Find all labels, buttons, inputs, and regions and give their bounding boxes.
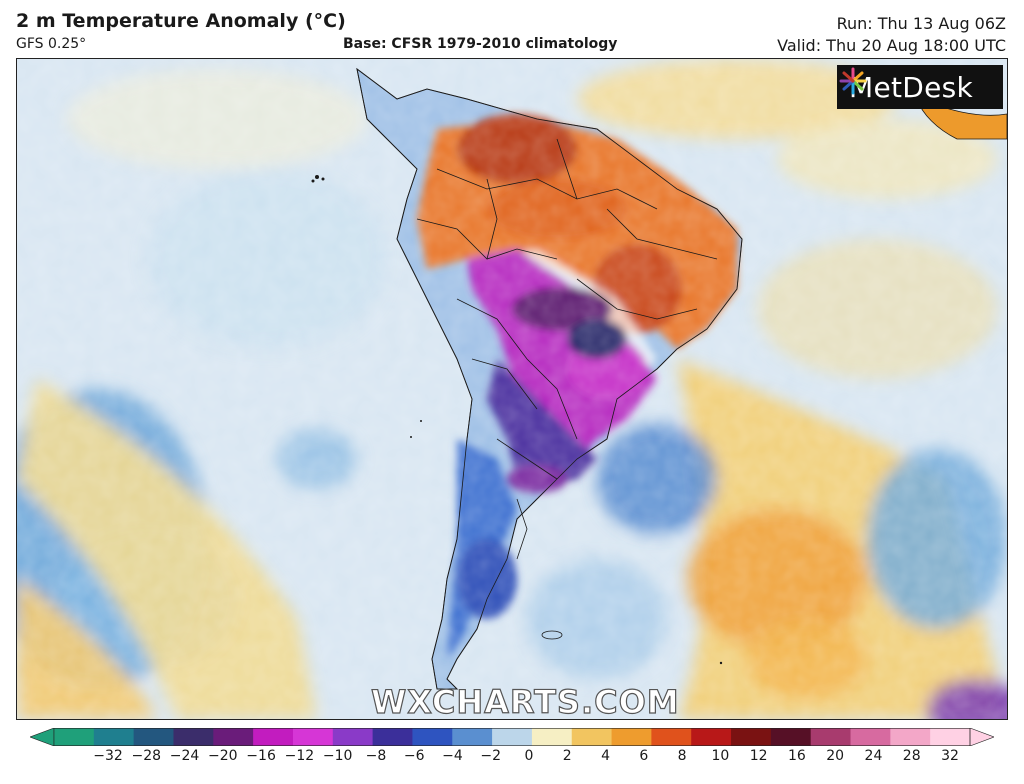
colorbar-tick-label: −28 (131, 748, 162, 764)
texture-overlay (17, 59, 1007, 719)
colorbar-segment (292, 728, 334, 746)
colorbar-min-arrow (30, 728, 55, 746)
run-time-label: Run: Thu 13 Aug 06Z (836, 14, 1006, 33)
colorbar-segment (571, 728, 613, 746)
climatology-base-label: Base: CFSR 1979-2010 climatology (343, 36, 618, 52)
colorbar-segment (173, 728, 214, 746)
colorbar-tick-label: 28 (902, 748, 921, 764)
colorbar-tick-label: 16 (787, 748, 806, 764)
anomaly-map: MetDesk WXCHARTS.COM (16, 58, 1008, 720)
colorbar-segment (213, 728, 254, 746)
colorbar-tick-label: 20 (826, 748, 845, 764)
colorbar-segment (332, 728, 374, 746)
colorbar-segment (850, 728, 891, 746)
colorbar-tick-label: −16 (246, 748, 276, 764)
colorbar-tick-label: 32 (941, 748, 959, 764)
metdesk-logo: MetDesk (837, 65, 1003, 109)
map-canvas (17, 59, 1007, 719)
colorbar-tick-label: −10 (322, 748, 353, 764)
colorbar-tick-label: 10 (711, 748, 730, 764)
watermark: WXCHARTS.COM (370, 682, 680, 720)
colorbar-segment (691, 728, 732, 746)
colorbar-segment (253, 728, 294, 746)
colorbar-max-arrow (969, 728, 994, 746)
country-borders (356, 68, 743, 690)
colorbar (30, 728, 994, 746)
islands (311, 175, 723, 665)
colorbar-tick-label: −6 (403, 748, 425, 764)
colorbar-tick-label: −2 (480, 748, 502, 764)
colorbar-tick-label: −20 (208, 748, 238, 764)
valid-time-label: Valid: Thu 20 Aug 18:00 UTC (777, 36, 1006, 55)
colorbar-tick-label: 4 (601, 748, 610, 764)
logo-text: MetDesk (849, 70, 974, 104)
colorbar-tick-label: −4 (442, 748, 463, 764)
colorbar-segment (492, 728, 533, 746)
colorbar-segment (531, 728, 573, 746)
colorbar-tick-label: 24 (864, 748, 883, 764)
colorbar-segment (372, 728, 413, 746)
colorbar-segment (611, 728, 652, 746)
colorbar-tick-label: 12 (749, 748, 768, 764)
colorbar-segment (93, 728, 135, 746)
colorbar-tick-label: 6 (639, 748, 649, 764)
colorbar-tick-label: −8 (365, 748, 387, 764)
metdesk-flower-icon (839, 67, 867, 95)
colorbar-segment (930, 728, 971, 746)
colorbar-segment (133, 728, 174, 746)
colorbar-tick-label: 2 (562, 748, 572, 764)
colorbar-tick-label: 8 (677, 748, 687, 764)
colorbar-tick-label: −24 (169, 748, 200, 764)
colorbar-frame (53, 728, 971, 746)
colorbar-segment (731, 728, 772, 746)
map-title: 2 m Temperature Anomaly (°C) (16, 10, 346, 32)
colorbar-segment (890, 728, 931, 746)
colorbar-ticks: −32 −28 −24 −20 −16 −12 −10 −8 −6 −4 −2 0 2 4 6 8 10 12 16… (0, 748, 1024, 770)
colorbar-segment (54, 728, 95, 746)
colorbar-segment (452, 728, 493, 746)
colorbar-tick-label: −32 (93, 748, 123, 764)
colorbar-segment (412, 728, 453, 746)
colorbar-segment (770, 728, 812, 746)
colorbar-tick-label: −12 (284, 748, 315, 764)
model-label: GFS 0.25° (16, 36, 87, 52)
colorbar-segment (651, 728, 692, 746)
colorbar-tick-label: 0 (524, 748, 534, 764)
colorbar-segment (810, 728, 852, 746)
